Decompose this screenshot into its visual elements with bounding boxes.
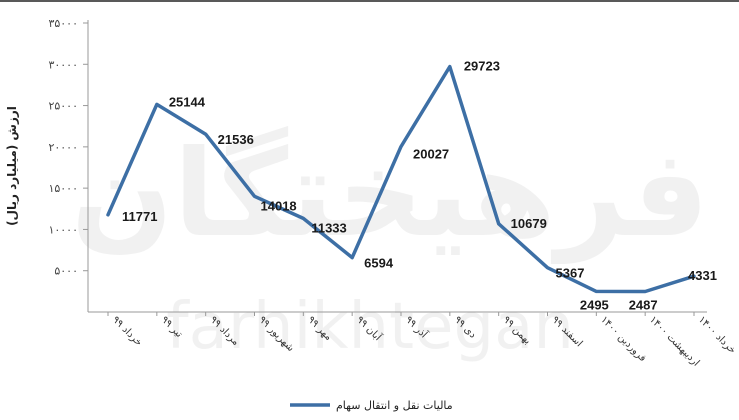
data-labels: 11771 25144 21536 14018 11333 6594 20027 29723 1… <box>122 59 717 313</box>
data-label: 14018 <box>261 198 297 213</box>
data-label: 2495 <box>580 297 609 312</box>
data-label: 11333 <box>311 220 346 235</box>
y-tick-label: ۱۵۰۰۰ <box>48 182 78 195</box>
x-tick-label: خرداد ۹۹ <box>110 314 144 348</box>
data-label: 11771 <box>122 209 157 224</box>
series-line <box>106 64 696 294</box>
data-label: 29723 <box>464 59 500 74</box>
y-axis-label: ارزش (میلیارد ریال) <box>5 106 19 226</box>
y-tick-label: ۳۵۰۰۰ <box>48 17 78 30</box>
data-label: 20027 <box>413 147 449 162</box>
x-tick-label: فروردین ۱۴۰۰ <box>598 314 648 364</box>
data-label: 5367 <box>556 266 585 281</box>
watermark-primary: فرهیختگان <box>71 125 709 264</box>
x-tick-label: اردیبهشت ۱۴۰۰ <box>647 314 701 368</box>
y-tick-label: ۲۰۰۰۰ <box>48 141 78 154</box>
y-axis-ticks: ۵۰۰۰ ۱۰۰۰۰ ۱۵۰۰۰ ۲۰۰۰۰ ۲۵۰۰۰ ۳۰۰۰۰ ۳۵۰۰۰ <box>48 17 88 278</box>
y-tick-label: ۵۰۰۰ <box>54 265 78 278</box>
watermark-secondary: farhikhtegan <box>166 290 574 364</box>
y-tick-label: ۱۰۰۰۰ <box>48 223 78 236</box>
data-label: 21536 <box>218 132 254 147</box>
legend-label: مالیات نقل و انتقال سهام <box>336 399 453 412</box>
data-label: 4331 <box>688 268 717 283</box>
data-label: 10679 <box>511 216 547 231</box>
y-tick-label: ۳۰۰۰۰ <box>48 58 78 71</box>
data-label: 2487 <box>629 297 658 312</box>
x-tick-label: خرداد ۱۴۰۰ <box>696 314 738 356</box>
data-label: 6594 <box>364 256 394 271</box>
y-tick-label: ۲۵۰۰۰ <box>48 100 78 113</box>
data-label: 25144 <box>169 94 206 109</box>
